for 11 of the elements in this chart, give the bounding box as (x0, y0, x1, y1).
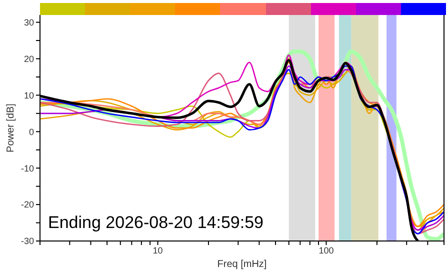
y-axis-title: Power [dB] (6, 103, 17, 152)
y-tick-label: 10 (24, 90, 34, 100)
x-tick-label: 100 (318, 245, 334, 256)
y-tick-label: 0 (28, 126, 34, 137)
y-tick-label: 30 (24, 17, 34, 28)
y-tick-label: -30 (20, 236, 34, 246)
y-tick-label: 20 (24, 54, 34, 64)
y-tick-label: -10 (20, 163, 34, 174)
annotation: Ending 2026-08-20 14:59:59 (48, 213, 264, 233)
x-axis-title: Freq [mHz] (217, 259, 267, 270)
y-tick-label: -20 (20, 200, 34, 210)
